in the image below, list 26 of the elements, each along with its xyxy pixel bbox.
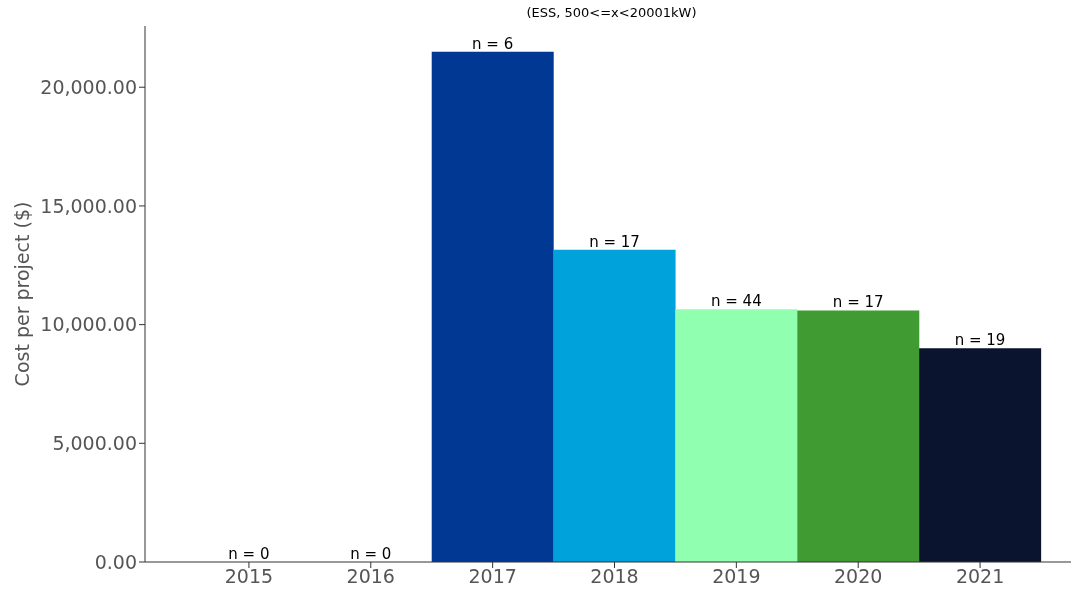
bar — [797, 310, 920, 562]
bar — [553, 249, 676, 562]
chart-title: (ESS, 500<=x<20001kW) — [525, 5, 698, 20]
annotation: n = 6 — [472, 34, 514, 53]
annotation: n = 17 — [832, 293, 884, 312]
x-tick-label: 2016 — [346, 565, 395, 588]
annotation: n = 44 — [711, 292, 762, 311]
x-tick-label: 2017 — [468, 565, 517, 588]
x-tick-label: 2019 — [712, 565, 761, 588]
y-axis-title: Cost per project ($) — [10, 201, 33, 387]
y-tick-label: 5,000.00 — [52, 432, 137, 455]
bar — [431, 51, 554, 562]
x-tick-label: 2021 — [955, 565, 1005, 588]
bar — [675, 309, 798, 562]
x-tick-label: 2018 — [590, 565, 639, 588]
y-tick-label: 10,000.00 — [40, 313, 137, 336]
x-tick-label: 2020 — [834, 565, 883, 588]
y-tick-label: 20,000.00 — [40, 75, 137, 98]
x-tick-label: 2015 — [224, 565, 274, 588]
annotation: n = 17 — [589, 232, 640, 251]
annotation: n = 19 — [954, 331, 1006, 350]
y-tick-label: 15,000.00 — [40, 194, 137, 217]
y-tick-label: 0.00 — [94, 550, 137, 573]
annotation: n = 0 — [228, 545, 270, 563]
annotation: n = 0 — [350, 545, 392, 563]
bar — [919, 348, 1042, 562]
